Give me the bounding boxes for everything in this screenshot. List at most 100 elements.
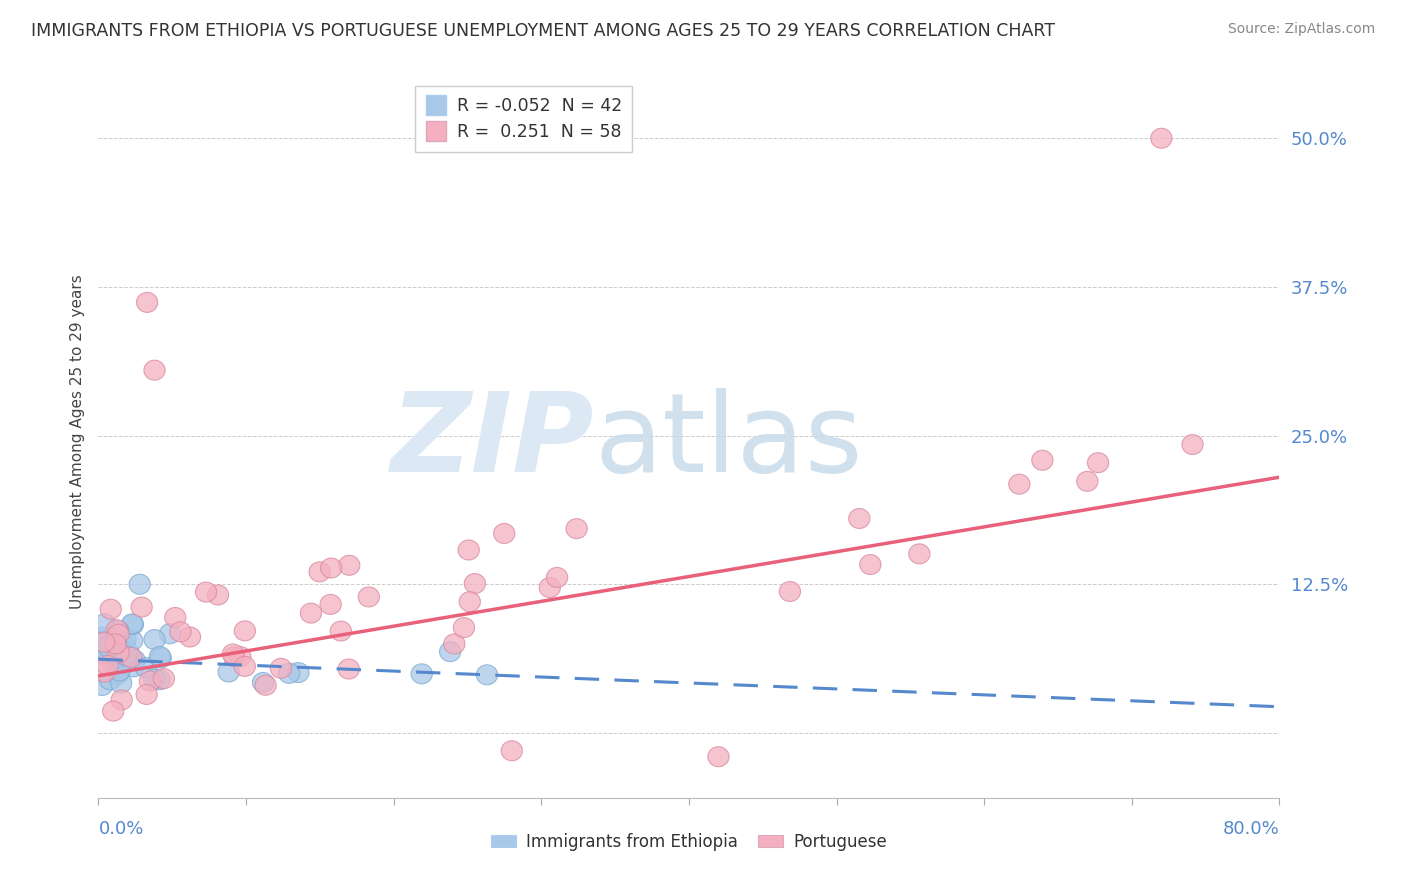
Ellipse shape bbox=[547, 567, 568, 588]
Ellipse shape bbox=[165, 607, 186, 627]
Ellipse shape bbox=[153, 669, 174, 689]
Ellipse shape bbox=[1087, 453, 1109, 473]
Text: ZIP: ZIP bbox=[391, 388, 595, 495]
Ellipse shape bbox=[115, 630, 136, 649]
Ellipse shape bbox=[207, 585, 229, 605]
Ellipse shape bbox=[105, 634, 127, 654]
Ellipse shape bbox=[707, 747, 730, 767]
Ellipse shape bbox=[224, 647, 245, 666]
Ellipse shape bbox=[170, 622, 191, 642]
Ellipse shape bbox=[330, 621, 352, 641]
Ellipse shape bbox=[103, 701, 124, 721]
Ellipse shape bbox=[411, 664, 433, 684]
Y-axis label: Unemployment Among Ages 25 to 29 years: Unemployment Among Ages 25 to 29 years bbox=[69, 274, 84, 609]
Ellipse shape bbox=[143, 630, 165, 649]
Ellipse shape bbox=[339, 556, 360, 575]
Ellipse shape bbox=[460, 591, 481, 612]
Ellipse shape bbox=[136, 293, 157, 312]
Ellipse shape bbox=[1008, 475, 1031, 494]
Ellipse shape bbox=[121, 614, 143, 634]
Text: 0.0%: 0.0% bbox=[98, 820, 143, 838]
Ellipse shape bbox=[100, 670, 121, 690]
Ellipse shape bbox=[567, 518, 588, 539]
Ellipse shape bbox=[139, 671, 160, 691]
Ellipse shape bbox=[105, 646, 127, 666]
Ellipse shape bbox=[253, 673, 274, 692]
Ellipse shape bbox=[339, 659, 360, 679]
Text: Source: ZipAtlas.com: Source: ZipAtlas.com bbox=[1227, 22, 1375, 37]
Legend: Immigrants from Ethiopia, Portuguese: Immigrants from Ethiopia, Portuguese bbox=[485, 827, 893, 858]
Ellipse shape bbox=[91, 627, 112, 647]
Ellipse shape bbox=[453, 617, 475, 638]
Ellipse shape bbox=[222, 644, 243, 664]
Ellipse shape bbox=[321, 558, 342, 578]
Ellipse shape bbox=[117, 653, 138, 673]
Ellipse shape bbox=[105, 631, 127, 650]
Ellipse shape bbox=[859, 555, 882, 574]
Ellipse shape bbox=[108, 624, 129, 644]
Ellipse shape bbox=[538, 578, 561, 598]
Ellipse shape bbox=[1032, 450, 1053, 470]
Ellipse shape bbox=[131, 597, 152, 617]
Ellipse shape bbox=[124, 650, 145, 670]
Ellipse shape bbox=[235, 621, 256, 640]
Ellipse shape bbox=[180, 627, 201, 647]
Ellipse shape bbox=[98, 648, 120, 668]
Ellipse shape bbox=[849, 508, 870, 528]
Ellipse shape bbox=[108, 643, 129, 663]
Ellipse shape bbox=[91, 675, 112, 696]
Ellipse shape bbox=[301, 603, 322, 624]
Ellipse shape bbox=[107, 620, 128, 640]
Ellipse shape bbox=[143, 669, 165, 690]
Ellipse shape bbox=[108, 661, 129, 681]
Ellipse shape bbox=[270, 658, 291, 678]
Ellipse shape bbox=[129, 574, 150, 594]
Ellipse shape bbox=[97, 641, 118, 662]
Ellipse shape bbox=[1182, 434, 1204, 455]
Ellipse shape bbox=[143, 360, 165, 380]
Ellipse shape bbox=[195, 582, 217, 602]
Ellipse shape bbox=[235, 657, 256, 676]
Ellipse shape bbox=[218, 662, 239, 682]
Ellipse shape bbox=[114, 635, 135, 655]
Ellipse shape bbox=[440, 641, 461, 662]
Ellipse shape bbox=[321, 594, 342, 615]
Ellipse shape bbox=[108, 621, 129, 640]
Ellipse shape bbox=[122, 615, 143, 634]
Text: 80.0%: 80.0% bbox=[1223, 820, 1279, 838]
Ellipse shape bbox=[111, 690, 132, 710]
Ellipse shape bbox=[278, 664, 299, 683]
Ellipse shape bbox=[908, 544, 929, 564]
Ellipse shape bbox=[444, 634, 465, 654]
Ellipse shape bbox=[254, 675, 276, 695]
Ellipse shape bbox=[97, 637, 118, 657]
Ellipse shape bbox=[118, 642, 139, 663]
Ellipse shape bbox=[94, 614, 115, 634]
Ellipse shape bbox=[107, 648, 128, 668]
Ellipse shape bbox=[288, 663, 309, 682]
Ellipse shape bbox=[464, 574, 485, 593]
Ellipse shape bbox=[1077, 471, 1098, 491]
Ellipse shape bbox=[97, 656, 118, 675]
Ellipse shape bbox=[103, 649, 124, 669]
Ellipse shape bbox=[229, 647, 250, 666]
Ellipse shape bbox=[94, 662, 115, 682]
Ellipse shape bbox=[779, 582, 800, 601]
Ellipse shape bbox=[1150, 128, 1173, 148]
Ellipse shape bbox=[135, 657, 156, 677]
Ellipse shape bbox=[136, 684, 157, 705]
Ellipse shape bbox=[100, 599, 121, 619]
Ellipse shape bbox=[477, 665, 498, 685]
Ellipse shape bbox=[115, 646, 138, 665]
Ellipse shape bbox=[359, 587, 380, 607]
Text: atlas: atlas bbox=[595, 388, 863, 495]
Ellipse shape bbox=[159, 624, 180, 644]
Ellipse shape bbox=[149, 647, 170, 666]
Ellipse shape bbox=[111, 673, 132, 693]
Ellipse shape bbox=[121, 648, 142, 667]
Ellipse shape bbox=[91, 632, 114, 653]
Ellipse shape bbox=[121, 631, 143, 650]
Ellipse shape bbox=[107, 665, 128, 684]
Ellipse shape bbox=[501, 740, 523, 761]
Ellipse shape bbox=[149, 670, 170, 690]
